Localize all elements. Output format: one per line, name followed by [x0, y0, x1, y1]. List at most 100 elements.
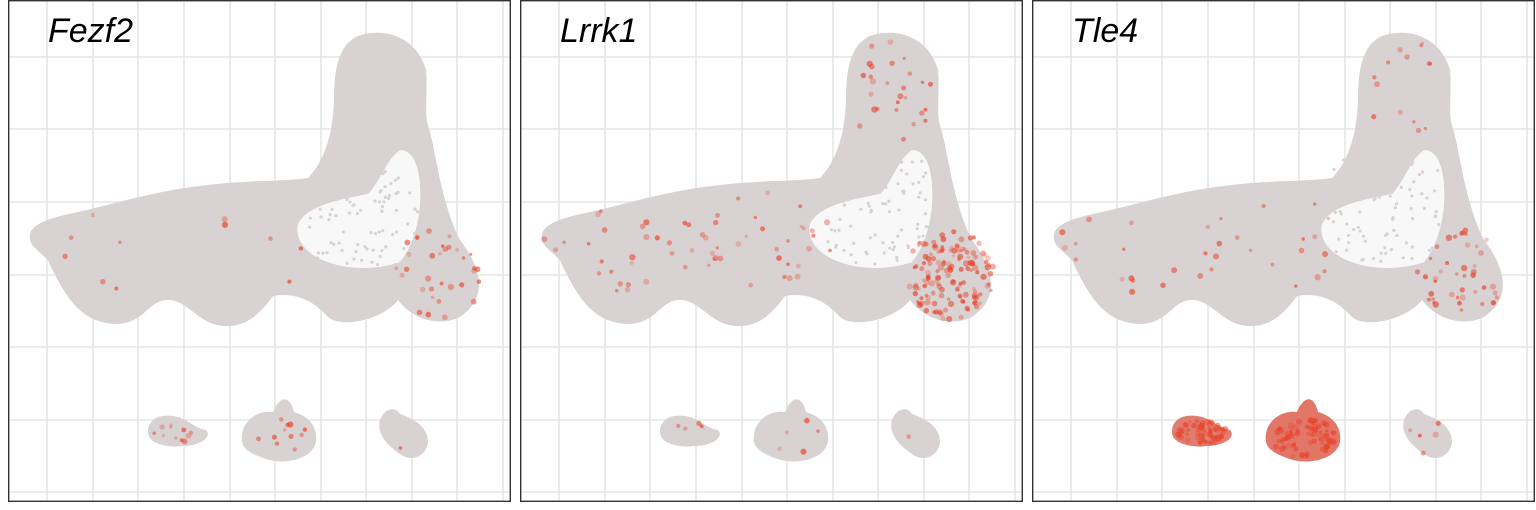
- expression-point: [966, 255, 971, 260]
- expression-point: [1179, 427, 1185, 434]
- expression-point: [919, 296, 924, 301]
- expression-point: [885, 81, 890, 85]
- expression-point: [1453, 234, 1458, 239]
- expression-point: [936, 311, 941, 315]
- expression-point: [399, 272, 405, 278]
- expression-point: [951, 254, 956, 258]
- sparse-cell-point: [877, 158, 881, 163]
- sparse-cell-point: [1437, 223, 1441, 227]
- sparse-cell-point: [308, 216, 312, 220]
- expression-point: [946, 297, 951, 301]
- expression-point: [221, 221, 229, 228]
- expression-point: [928, 280, 936, 287]
- expression-point: [915, 299, 920, 304]
- sparse-cell-point: [1408, 187, 1412, 192]
- sparse-cell-point: [1393, 206, 1397, 210]
- expression-point: [1324, 422, 1330, 428]
- expression-point: [938, 248, 944, 254]
- expression-point: [414, 234, 420, 240]
- expression-point: [430, 295, 435, 300]
- sparse-cell-point: [867, 204, 871, 208]
- cell-clusters: [29, 32, 482, 462]
- expression-point: [1282, 445, 1286, 449]
- sparse-cell-point: [888, 246, 892, 250]
- sparse-cell-point: [840, 194, 845, 198]
- sparse-cell-point: [1369, 170, 1374, 174]
- expression-point: [283, 428, 287, 432]
- expression-point: [455, 247, 460, 252]
- expression-point: [987, 282, 991, 286]
- expression-point: [930, 290, 936, 296]
- expression-point: [1209, 419, 1215, 426]
- expression-point: [1408, 428, 1413, 433]
- expression-point: [786, 239, 790, 243]
- expression-point: [950, 279, 957, 286]
- expression-point: [1470, 272, 1476, 279]
- expression-point: [1286, 442, 1292, 448]
- expression-point: [1310, 432, 1315, 438]
- expression-point: [299, 432, 304, 437]
- expression-point: [938, 311, 944, 317]
- sparse-cell-point: [896, 234, 900, 238]
- expression-point: [869, 78, 876, 85]
- sparse-cell-point: [873, 262, 877, 266]
- sparse-cell-point: [853, 191, 857, 195]
- expression-point: [1290, 443, 1296, 449]
- expression-point: [974, 295, 980, 301]
- expression-point: [1180, 430, 1185, 435]
- expression-point: [1176, 426, 1183, 433]
- expression-point: [978, 301, 982, 305]
- expression-point: [748, 282, 753, 288]
- expression-point: [1212, 439, 1217, 445]
- expression-point: [1279, 429, 1285, 435]
- sparse-cell-point: [353, 160, 357, 164]
- expression-point: [976, 240, 982, 246]
- expression-point: [459, 282, 465, 288]
- sparse-cell-point: [402, 247, 406, 251]
- expression-point: [1274, 428, 1281, 435]
- sparse-cell-point: [1342, 158, 1346, 162]
- sparse-cell-point: [393, 178, 397, 182]
- expression-point: [288, 433, 294, 439]
- sparse-cell-point: [345, 197, 349, 202]
- sparse-cell-point: [337, 241, 341, 245]
- sparse-cell-point: [394, 191, 398, 196]
- expression-point: [868, 74, 874, 80]
- expression-point: [429, 252, 436, 259]
- expression-point: [911, 121, 916, 127]
- expression-point: [1478, 250, 1484, 256]
- expression-point: [982, 252, 988, 258]
- expression-point: [712, 255, 719, 262]
- sparse-cell-point: [321, 251, 325, 255]
- expression-point: [416, 309, 423, 316]
- sparse-cell-point: [916, 222, 920, 226]
- small-cluster-2: [241, 399, 317, 462]
- expression-point: [777, 446, 782, 451]
- sparse-cell-point: [340, 248, 344, 252]
- sparse-cell-point: [319, 215, 323, 219]
- sparse-cell-point: [1334, 250, 1338, 254]
- expression-point: [1188, 419, 1192, 424]
- sparse-region: [297, 150, 421, 268]
- expression-point: [954, 286, 960, 292]
- sparse-cell-point: [834, 243, 838, 247]
- small-cluster-1: [660, 415, 720, 447]
- expression-point: [794, 273, 801, 280]
- expression-point: [1419, 43, 1424, 48]
- cell-clusters: [1053, 32, 1503, 462]
- expression-point: [1445, 234, 1453, 241]
- sparse-cell-point: [837, 228, 841, 232]
- expression-point: [398, 446, 403, 450]
- sparse-cell-point: [337, 197, 341, 201]
- expression-point: [1200, 438, 1206, 443]
- expression-point: [936, 283, 943, 290]
- expression-point: [920, 240, 927, 247]
- expression-point: [703, 234, 709, 241]
- expression-point: [985, 255, 991, 261]
- sparse-cell-point: [905, 172, 909, 176]
- sparse-cell-point: [379, 158, 383, 163]
- sparse-cell-point: [355, 212, 359, 216]
- sparse-cell-point: [1332, 189, 1336, 193]
- expression-point: [625, 282, 631, 288]
- expression-point: [100, 278, 106, 285]
